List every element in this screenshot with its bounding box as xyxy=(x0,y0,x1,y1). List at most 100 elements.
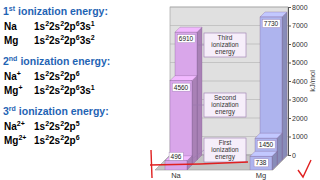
data-label: 4560 xyxy=(174,84,189,91)
electron-count: 1 xyxy=(91,20,95,27)
y-axis: 0 1000 2000 3000 4000 5000 6000 7000 8000 xyxy=(288,4,308,159)
heading-suffix: rd xyxy=(9,105,16,112)
bar xyxy=(170,81,192,165)
category-label: Na xyxy=(171,171,181,180)
y-tick-mark xyxy=(288,26,291,27)
y-tick-label: 6000 xyxy=(292,41,308,48)
electron-configuration: 1s22s22p63s1 xyxy=(34,20,95,32)
heading-text: ionization energy: xyxy=(18,5,108,17)
species: Na xyxy=(4,21,17,32)
electron-count: 6 xyxy=(76,134,80,141)
orbital: 2p xyxy=(64,21,76,32)
callout-box xyxy=(204,33,246,57)
series-name-line: energy xyxy=(215,48,236,56)
y-tick: 8000 xyxy=(288,4,308,11)
orbital: 2s xyxy=(49,21,61,32)
species: Mg2+ xyxy=(4,134,26,146)
species-charge: + xyxy=(17,70,21,77)
y-axis-title: kJ/mol xyxy=(308,70,317,92)
species-charge: + xyxy=(18,84,22,91)
series-name-line: Second xyxy=(214,94,236,101)
orbital: 1s xyxy=(34,85,46,96)
heading: 2ndionization energy: xyxy=(3,55,110,67)
species-charge: 2+ xyxy=(17,120,25,127)
bar xyxy=(250,156,272,170)
series-name-line: First xyxy=(219,139,232,146)
data-label-box xyxy=(257,141,275,149)
y-tick-label: 5000 xyxy=(292,59,308,66)
series-callouts: FirstionizationenergySecondionizationene… xyxy=(187,33,246,163)
callout-connector xyxy=(197,45,204,46)
y-tick-label: 7000 xyxy=(292,22,308,29)
orbital: 2p xyxy=(64,121,76,132)
pen-stroke xyxy=(150,162,248,165)
y-tick: 5000 xyxy=(288,59,308,66)
chart-background xyxy=(155,7,288,170)
data-label-box xyxy=(169,152,183,160)
species-symbol: Mg xyxy=(4,135,18,146)
species-symbol: Na xyxy=(4,121,17,132)
bar-top xyxy=(250,151,277,156)
series-name: Firstionizationenergy xyxy=(211,139,239,161)
orbital: 2s xyxy=(49,121,61,132)
orbital: 2s xyxy=(49,71,61,82)
data-label: 6910 xyxy=(179,35,194,42)
electron-configuration: 1s22s22p63s1 xyxy=(34,84,95,96)
species-symbol: Mg xyxy=(4,85,18,96)
heading-text: ionization energy: xyxy=(19,105,109,117)
y-tick-mark xyxy=(288,100,291,101)
series-name-line: energy xyxy=(215,108,236,116)
text-panel: 1stionization energy:Na1s22s22p63s1Mg1s2… xyxy=(3,5,110,146)
series-name: Thirdionizationenergy xyxy=(211,34,239,56)
bar-top xyxy=(260,12,287,17)
y-tick: 2000 xyxy=(288,115,308,122)
y-tick-mark xyxy=(288,118,291,119)
y-tick: 1000 xyxy=(288,133,308,140)
heading: 3rdionization energy: xyxy=(3,105,109,117)
electron-count: 1 xyxy=(91,84,95,91)
y-tick-mark xyxy=(288,63,291,64)
electron-configuration: 1s22s22p6 xyxy=(34,70,80,82)
heading-text: ionization energy: xyxy=(20,55,110,67)
bar-side xyxy=(192,76,197,165)
y-axis-line xyxy=(289,8,292,156)
bar-top xyxy=(170,76,197,81)
callout-connector xyxy=(192,105,204,106)
y-tick-label: 1000 xyxy=(292,133,308,140)
pen-strokes xyxy=(150,150,311,178)
y-tick: 0 xyxy=(288,152,296,159)
bar-top xyxy=(255,133,282,138)
data-label: 1450 xyxy=(259,141,274,148)
orbital: 3s xyxy=(80,85,92,96)
bar-side xyxy=(277,133,282,165)
y-tick-mark xyxy=(288,137,291,138)
y-tick: 4000 xyxy=(288,78,308,85)
y-tick-mark xyxy=(288,7,291,8)
species: Na+ xyxy=(4,70,21,82)
electron-count: 2 xyxy=(91,34,95,41)
y-tick: 6000 xyxy=(288,41,308,48)
orbital: 3s xyxy=(80,21,92,32)
species-symbol: Mg xyxy=(4,35,18,46)
species: Na2+ xyxy=(4,120,25,132)
bars xyxy=(165,12,287,170)
bar-side xyxy=(197,27,202,160)
y-tick-mark xyxy=(288,44,291,45)
orbital: 1s xyxy=(34,21,46,32)
data-labels: 4967384560145069107730 xyxy=(169,19,280,166)
species-charge: 2+ xyxy=(18,134,26,141)
orbital: 2p xyxy=(64,85,76,96)
y-tick: 3000 xyxy=(288,96,308,103)
slide: 1stionization energy:Na1s22s22p63s1Mg1s2… xyxy=(0,0,320,180)
series-name-line: ionization xyxy=(211,101,239,108)
category-label: Mg xyxy=(256,171,266,180)
orbital: 1s xyxy=(34,121,46,132)
species: Mg+ xyxy=(4,84,23,96)
data-label: 7730 xyxy=(264,20,279,27)
electron-configuration: 1s22s22p6 xyxy=(34,134,80,146)
callout-box xyxy=(204,93,246,117)
y-tick-label: 4000 xyxy=(292,78,308,85)
orbital: 3s xyxy=(80,35,92,46)
electron-count: 5 xyxy=(76,120,80,127)
electron-configuration: 1s22s22p5 xyxy=(34,120,80,132)
